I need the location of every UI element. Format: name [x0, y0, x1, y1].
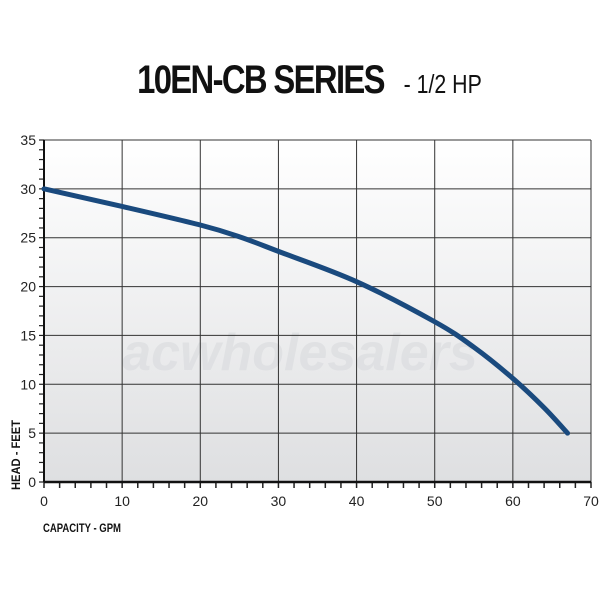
y-tick-label: 20	[20, 279, 36, 295]
x-tick-label: 20	[192, 493, 208, 509]
chart-title-sub: - 1/2 HP	[403, 69, 482, 99]
x-tick-label: 10	[114, 493, 130, 509]
series-line	[41, 186, 571, 436]
y-tick-label: 25	[20, 230, 36, 246]
x-tick-label: 30	[271, 493, 287, 509]
x-axis-label: CAPACITY - GPM	[43, 521, 121, 535]
y-axis-label: HEAD - FEET	[9, 419, 23, 490]
y-tick-label: 30	[20, 181, 36, 197]
x-tick-label: 40	[349, 493, 365, 509]
y-tick-label: 15	[20, 327, 36, 343]
x-tick-label: 70	[583, 493, 599, 509]
y-tick-label: 0	[28, 474, 36, 490]
x-tick-label: 60	[505, 493, 521, 509]
x-tick-label: 0	[40, 493, 48, 509]
plot-area	[44, 140, 591, 482]
y-tick-label: 5	[28, 425, 36, 441]
watermark: acwholesalers	[122, 324, 478, 382]
x-tick-label: 50	[427, 493, 443, 509]
y-tick-label: 35	[20, 132, 36, 148]
chart-title: 10EN-CB SERIES - 1/2 HP	[0, 58, 600, 103]
chart-title-main: 10EN-CB SERIES	[136, 58, 385, 102]
y-tick-label: 10	[20, 376, 36, 392]
